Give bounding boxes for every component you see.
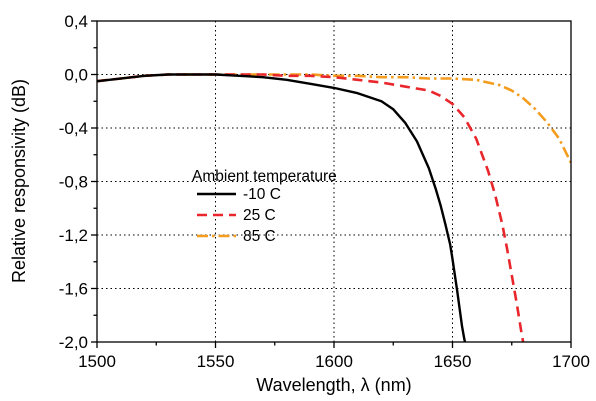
y-tick-label: -2,0 (59, 333, 88, 352)
x-tick-label: 1650 (434, 352, 472, 371)
x-tick-label: 1700 (552, 352, 590, 371)
y-axis-title: Relative responsivity (dB) (9, 79, 29, 283)
legend-label: -10 C (243, 186, 281, 203)
legend-label: 25 C (243, 207, 276, 224)
x-axis-title: Wavelength, λ (nm) (256, 375, 411, 395)
x-tick-label: 1500 (78, 352, 116, 371)
series-lines (97, 73, 571, 342)
y-tick-label: -0,8 (59, 173, 88, 192)
y-tick-label: -1,6 (59, 280, 88, 299)
legend-label: 85 C (243, 228, 276, 245)
legend-title: Ambient temperature (192, 168, 337, 185)
x-tick-label: 1550 (197, 352, 235, 371)
series-line-10c (97, 73, 467, 342)
legend: Ambient temperature -10 C 25 C 85 C (192, 168, 337, 245)
axis-ticks (91, 20, 572, 348)
tick-labels: 1500 1550 1600 1650 1700 0,4 0,0 -0,4 -0,8 -1,2 -1… (59, 12, 590, 371)
x-tick-label: 1600 (315, 352, 353, 371)
y-tick-label: 0,4 (64, 12, 88, 31)
y-tick-label: 0,0 (64, 66, 88, 85)
y-tick-label: -1,2 (59, 226, 88, 245)
y-tick-label: -0,4 (59, 119, 88, 138)
